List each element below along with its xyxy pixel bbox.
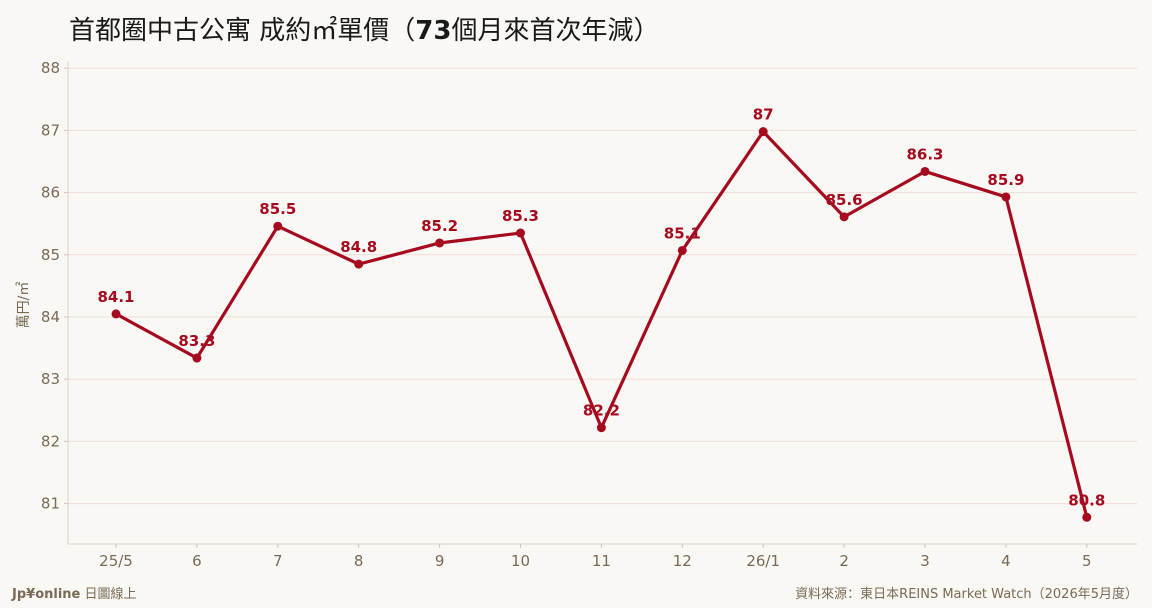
data-point	[677, 245, 687, 255]
data-point	[516, 228, 525, 238]
data-point	[920, 166, 930, 176]
x-tick-label: 9	[435, 552, 445, 570]
grid-lines	[68, 67, 1137, 505]
data-point	[839, 212, 849, 222]
brand-subtitle: 日圖線上	[80, 587, 137, 602]
y-tick-label: 82	[41, 432, 60, 450]
data-label: 80.8	[1068, 491, 1105, 509]
x-tick-labels: 25/5 6 7 8 9 10 11 12 26/1 2 3 4 5	[99, 552, 1091, 570]
y-tick-label: 88	[41, 59, 60, 77]
y-tick-labels: 81 82 83 84 85 86 87 88	[41, 59, 60, 512]
x-tick-label: 3	[920, 552, 930, 570]
data-label: 84.8	[340, 238, 377, 256]
data-point	[596, 423, 606, 433]
data-points	[111, 127, 1092, 522]
y-tick-label: 81	[41, 495, 60, 513]
data-point	[435, 238, 445, 248]
y-tick-label: 83	[41, 370, 60, 388]
data-point	[1082, 512, 1092, 522]
chart-title-number: 73	[415, 16, 452, 46]
x-tick-label: 26/1	[746, 552, 780, 570]
brand-logo: Jp¥online 日圖線上	[12, 583, 137, 602]
data-label: 82.2	[583, 402, 620, 420]
data-point	[273, 221, 283, 231]
data-label: 87	[753, 106, 774, 124]
data-label: 85.9	[987, 171, 1024, 189]
series-polyline	[115, 130, 1089, 518]
data-label: 85.2	[421, 217, 458, 235]
data-label: 83.3	[178, 332, 215, 350]
data-point	[111, 309, 121, 319]
x-tick-label: 6	[192, 552, 202, 570]
series-line	[115, 130, 1089, 518]
y-tick-label: 84	[41, 308, 60, 326]
x-tick-label: 12	[673, 552, 692, 570]
data-label: 86.3	[906, 145, 943, 163]
data-point	[758, 127, 768, 137]
x-tick-label: 8	[354, 552, 364, 570]
x-tick-label: 4	[1001, 552, 1011, 570]
chart-title: 首都圈中古公寓 成約㎡單價（73個月來首次年減）	[69, 10, 659, 47]
x-tick-label: 25/5	[99, 552, 133, 570]
axes	[64, 62, 1137, 548]
data-label: 85.6	[826, 191, 863, 209]
x-tick-label: 2	[839, 552, 849, 570]
data-label: 85.1	[664, 224, 701, 242]
y-axis-label: 萬円/㎡	[16, 282, 32, 329]
data-point	[354, 259, 364, 269]
brand-name: Jp¥online	[12, 587, 81, 602]
data-label: 85.3	[502, 207, 539, 225]
x-tick-label: 7	[273, 552, 283, 570]
x-tick-label: 10	[511, 552, 530, 570]
x-tick-label: 5	[1082, 552, 1092, 570]
chart-title-part-1: 首都圈中古公寓 成約㎡單價（	[69, 16, 416, 46]
data-labels: 84.1 83.3 85.5 84.8 85.2 85.3 82.2 85.1 87 85.6 86…	[97, 106, 1105, 510]
chart-title-part-2: 個月來首次年減）	[451, 16, 660, 46]
data-label: 85.5	[259, 200, 296, 218]
x-tick-label: 11	[592, 552, 611, 570]
y-tick-label: 85	[41, 246, 60, 264]
data-label: 84.1	[97, 288, 134, 306]
data-source: 資料來源：東日本REINS Market Watch（2026年5月度）	[795, 587, 1138, 602]
data-point	[1001, 192, 1011, 202]
y-tick-label: 87	[41, 121, 60, 139]
data-point	[192, 353, 202, 363]
y-tick-label: 86	[41, 184, 60, 202]
